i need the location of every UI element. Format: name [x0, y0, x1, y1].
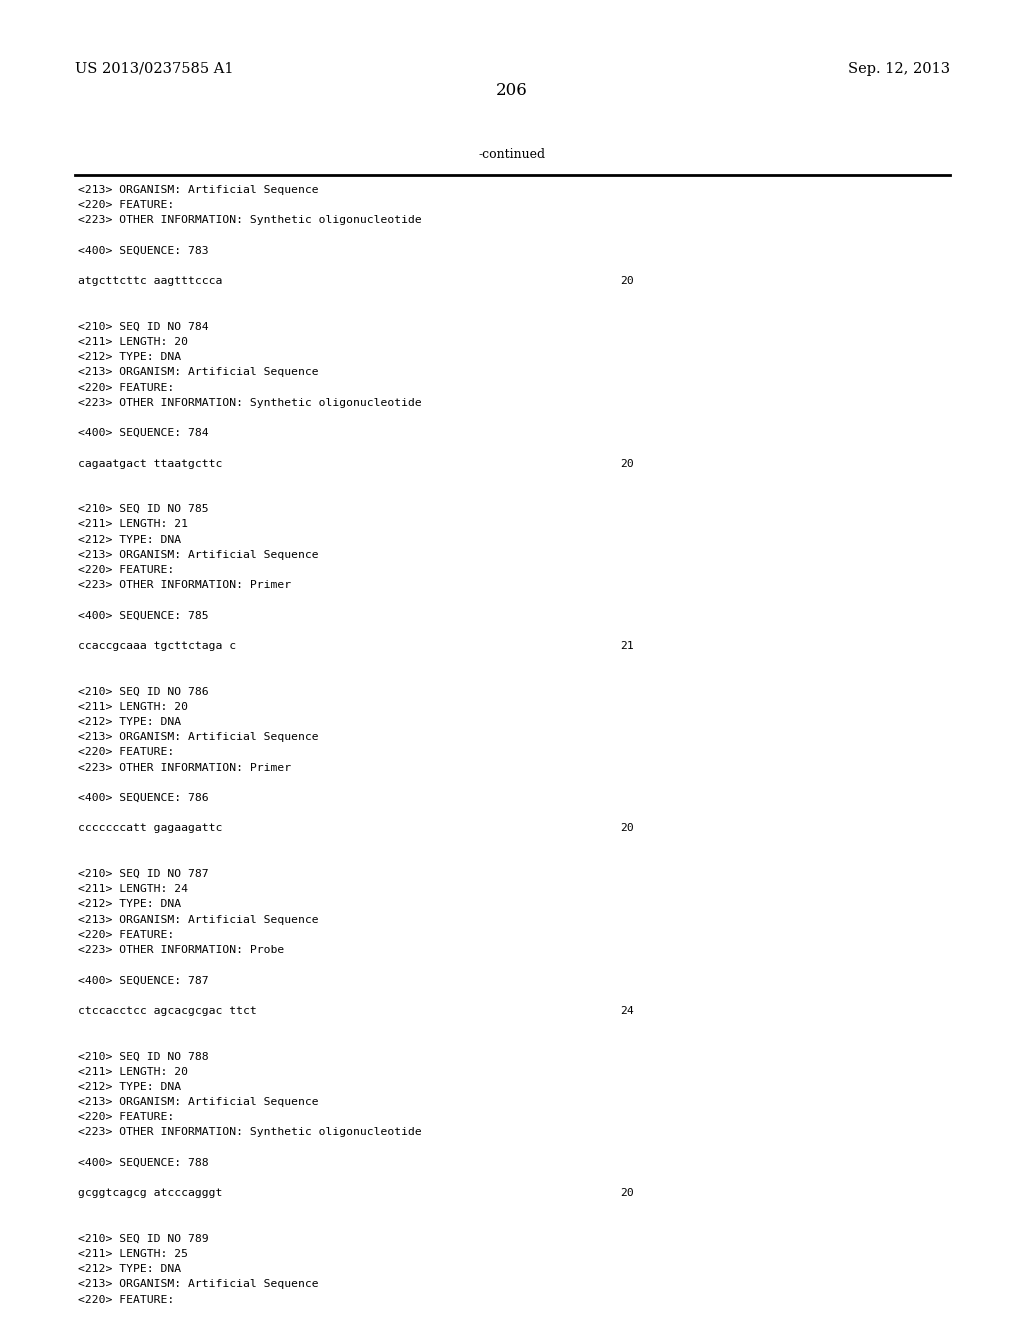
Text: <220> FEATURE:: <220> FEATURE:	[78, 1295, 174, 1304]
Text: <210> SEQ ID NO 784: <210> SEQ ID NO 784	[78, 322, 209, 331]
Text: <212> TYPE: DNA: <212> TYPE: DNA	[78, 352, 181, 362]
Text: <400> SEQUENCE: 788: <400> SEQUENCE: 788	[78, 1158, 209, 1168]
Text: 20: 20	[620, 824, 634, 833]
Text: <213> ORGANISM: Artificial Sequence: <213> ORGANISM: Artificial Sequence	[78, 733, 318, 742]
Text: <213> ORGANISM: Artificial Sequence: <213> ORGANISM: Artificial Sequence	[78, 915, 318, 924]
Text: <400> SEQUENCE: 787: <400> SEQUENCE: 787	[78, 975, 209, 986]
Text: <220> FEATURE:: <220> FEATURE:	[78, 383, 174, 392]
Text: <400> SEQUENCE: 786: <400> SEQUENCE: 786	[78, 793, 209, 803]
Text: <213> ORGANISM: Artificial Sequence: <213> ORGANISM: Artificial Sequence	[78, 1279, 318, 1290]
Text: <220> FEATURE:: <220> FEATURE:	[78, 747, 174, 758]
Text: gcggtcagcg atcccagggt: gcggtcagcg atcccagggt	[78, 1188, 222, 1199]
Text: 24: 24	[620, 1006, 634, 1016]
Text: <213> ORGANISM: Artificial Sequence: <213> ORGANISM: Artificial Sequence	[78, 1097, 318, 1107]
Text: <211> LENGTH: 25: <211> LENGTH: 25	[78, 1249, 188, 1259]
Text: <213> ORGANISM: Artificial Sequence: <213> ORGANISM: Artificial Sequence	[78, 550, 318, 560]
Text: <223> OTHER INFORMATION: Synthetic oligonucleotide: <223> OTHER INFORMATION: Synthetic oligo…	[78, 397, 422, 408]
Text: <213> ORGANISM: Artificial Sequence: <213> ORGANISM: Artificial Sequence	[78, 367, 318, 378]
Text: atgcttcttc aagtttccca: atgcttcttc aagtttccca	[78, 276, 222, 286]
Text: <223> OTHER INFORMATION: Synthetic oligonucleotide: <223> OTHER INFORMATION: Synthetic oligo…	[78, 215, 422, 226]
Text: ctccacctcc agcacgcgac ttct: ctccacctcc agcacgcgac ttct	[78, 1006, 257, 1016]
Text: <211> LENGTH: 20: <211> LENGTH: 20	[78, 337, 188, 347]
Text: Sep. 12, 2013: Sep. 12, 2013	[848, 62, 950, 77]
Text: ccaccgcaaa tgcttctaga c: ccaccgcaaa tgcttctaga c	[78, 642, 237, 651]
Text: 20: 20	[620, 276, 634, 286]
Text: 20: 20	[620, 1188, 634, 1199]
Text: <220> FEATURE:: <220> FEATURE:	[78, 565, 174, 576]
Text: <211> LENGTH: 20: <211> LENGTH: 20	[78, 1067, 188, 1077]
Text: 21: 21	[620, 642, 634, 651]
Text: <223> OTHER INFORMATION: Primer: <223> OTHER INFORMATION: Primer	[78, 763, 291, 772]
Text: <220> FEATURE:: <220> FEATURE:	[78, 201, 174, 210]
Text: 20: 20	[620, 458, 634, 469]
Text: US 2013/0237585 A1: US 2013/0237585 A1	[75, 62, 233, 77]
Text: <212> TYPE: DNA: <212> TYPE: DNA	[78, 717, 181, 727]
Text: <210> SEQ ID NO 787: <210> SEQ ID NO 787	[78, 869, 209, 879]
Text: <223> OTHER INFORMATION: Primer: <223> OTHER INFORMATION: Primer	[78, 581, 291, 590]
Text: <223> OTHER INFORMATION: Synthetic oligonucleotide: <223> OTHER INFORMATION: Synthetic oligo…	[78, 1127, 422, 1138]
Text: <400> SEQUENCE: 785: <400> SEQUENCE: 785	[78, 611, 209, 620]
Text: cccccccatt gagaagattc: cccccccatt gagaagattc	[78, 824, 222, 833]
Text: <213> ORGANISM: Artificial Sequence: <213> ORGANISM: Artificial Sequence	[78, 185, 318, 195]
Text: <220> FEATURE:: <220> FEATURE:	[78, 1113, 174, 1122]
Text: <210> SEQ ID NO 788: <210> SEQ ID NO 788	[78, 1052, 209, 1061]
Text: <210> SEQ ID NO 785: <210> SEQ ID NO 785	[78, 504, 209, 515]
Text: <210> SEQ ID NO 789: <210> SEQ ID NO 789	[78, 1234, 209, 1243]
Text: <211> LENGTH: 20: <211> LENGTH: 20	[78, 702, 188, 711]
Text: <211> LENGTH: 24: <211> LENGTH: 24	[78, 884, 188, 894]
Text: <210> SEQ ID NO 786: <210> SEQ ID NO 786	[78, 686, 209, 697]
Text: -continued: -continued	[478, 148, 546, 161]
Text: <212> TYPE: DNA: <212> TYPE: DNA	[78, 1265, 181, 1274]
Text: 206: 206	[496, 82, 528, 99]
Text: <400> SEQUENCE: 784: <400> SEQUENCE: 784	[78, 428, 209, 438]
Text: <223> OTHER INFORMATION: Probe: <223> OTHER INFORMATION: Probe	[78, 945, 285, 954]
Text: <211> LENGTH: 21: <211> LENGTH: 21	[78, 519, 188, 529]
Text: <212> TYPE: DNA: <212> TYPE: DNA	[78, 899, 181, 909]
Text: <212> TYPE: DNA: <212> TYPE: DNA	[78, 1082, 181, 1092]
Text: cagaatgact ttaatgcttc: cagaatgact ttaatgcttc	[78, 458, 222, 469]
Text: <212> TYPE: DNA: <212> TYPE: DNA	[78, 535, 181, 545]
Text: <220> FEATURE:: <220> FEATURE:	[78, 929, 174, 940]
Text: <400> SEQUENCE: 783: <400> SEQUENCE: 783	[78, 246, 209, 256]
